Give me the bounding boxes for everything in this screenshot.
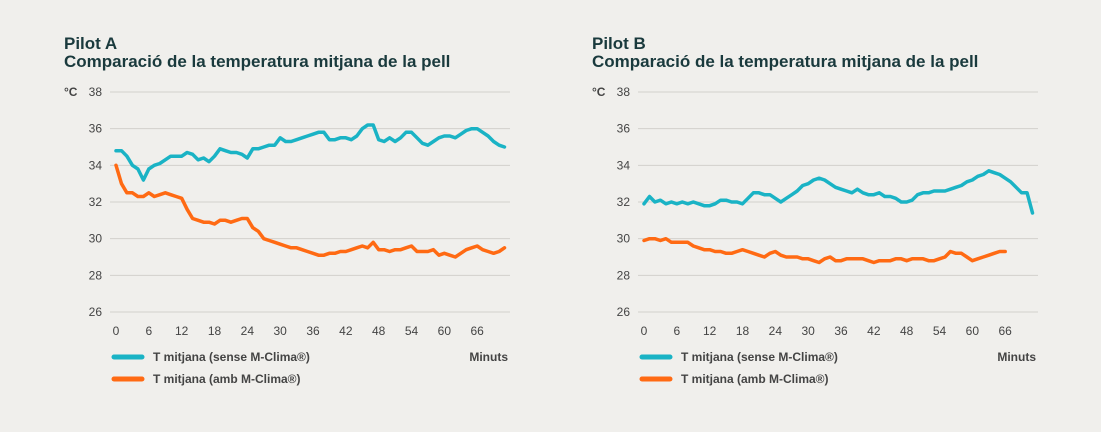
y-tick-label: 36 <box>617 122 631 136</box>
x-tick-label: 66 <box>470 324 484 338</box>
y-axis-label: °C <box>64 85 78 99</box>
y-tick-label: 34 <box>617 158 631 172</box>
legend-label: T mitjana (amb M-Clima®) <box>153 372 301 386</box>
x-tick-label: 42 <box>867 324 881 338</box>
x-tick-label: 0 <box>641 324 648 338</box>
y-tick-label: 26 <box>89 305 103 319</box>
y-tick-label: 30 <box>617 232 631 246</box>
chart-title: Pilot A <box>64 34 118 53</box>
x-tick-label: 6 <box>673 324 680 338</box>
y-tick-label: 38 <box>89 85 103 99</box>
x-tick-label: 60 <box>438 324 452 338</box>
y-tick-label: 26 <box>617 305 631 319</box>
y-tick-label: 28 <box>89 268 103 282</box>
y-tick-label: 36 <box>89 122 103 136</box>
x-tick-label: 60 <box>966 324 980 338</box>
y-tick-label: 34 <box>89 158 103 172</box>
legend-label: T mitjana (amb M-Clima®) <box>681 372 829 386</box>
x-tick-label: 0 <box>113 324 120 338</box>
chart-title: Pilot B <box>592 34 646 53</box>
pilot-a-chart: 26 28 30 32 34 36 38 °C 0 6 12 18 24 30 36 42 48 54 60 66 Mi… <box>64 85 510 386</box>
x-tick-label: 12 <box>703 324 717 338</box>
x-tick-label: 24 <box>769 324 783 338</box>
y-tick-label: 28 <box>617 268 631 282</box>
x-axis-label: Minuts <box>469 350 508 364</box>
x-tick-label: 42 <box>339 324 353 338</box>
y-tick-label: 32 <box>617 195 631 209</box>
x-tick-label: 6 <box>145 324 152 338</box>
y-axis-label: °C <box>592 85 606 99</box>
pilot-a-panel: Pilot A Comparació de la temperatura mit… <box>0 0 520 432</box>
series-line-1 <box>642 236 1007 265</box>
x-tick-label: 18 <box>736 324 750 338</box>
chart-subtitle: Comparació de la temperatura mitjana de … <box>592 52 979 71</box>
legend-label: T mitjana (sense M-Clima®) <box>681 350 838 364</box>
series-line-0 <box>114 123 507 182</box>
x-tick-label: 30 <box>801 324 815 338</box>
x-tick-label: 30 <box>273 324 287 338</box>
x-axis-label: Minuts <box>997 350 1036 364</box>
x-tick-label: 36 <box>834 324 848 338</box>
x-tick-label: 54 <box>405 324 419 338</box>
x-tick-label: 48 <box>372 324 386 338</box>
y-tick-label: 32 <box>89 195 103 209</box>
y-tick-label: 30 <box>89 232 103 246</box>
x-tick-label: 12 <box>175 324 189 338</box>
series-line-0 <box>642 169 1035 215</box>
x-tick-label: 54 <box>933 324 947 338</box>
x-tick-label: 48 <box>900 324 914 338</box>
x-tick-label: 24 <box>241 324 255 338</box>
x-tick-label: 18 <box>208 324 222 338</box>
chart-subtitle: Comparació de la temperatura mitjana de … <box>64 52 451 71</box>
series-line-1 <box>114 163 507 259</box>
pilot-b-panel: Pilot B Comparació de la temperatura mit… <box>528 0 1048 432</box>
legend-label: T mitjana (sense M-Clima®) <box>153 350 310 364</box>
y-tick-label: 38 <box>617 85 631 99</box>
pilot-b-chart: 26 28 30 32 34 36 38 °C 0 6 12 18 24 30 36 42 48 54 60 66 Mi… <box>592 85 1038 386</box>
x-tick-label: 66 <box>998 324 1012 338</box>
x-tick-label: 36 <box>306 324 320 338</box>
